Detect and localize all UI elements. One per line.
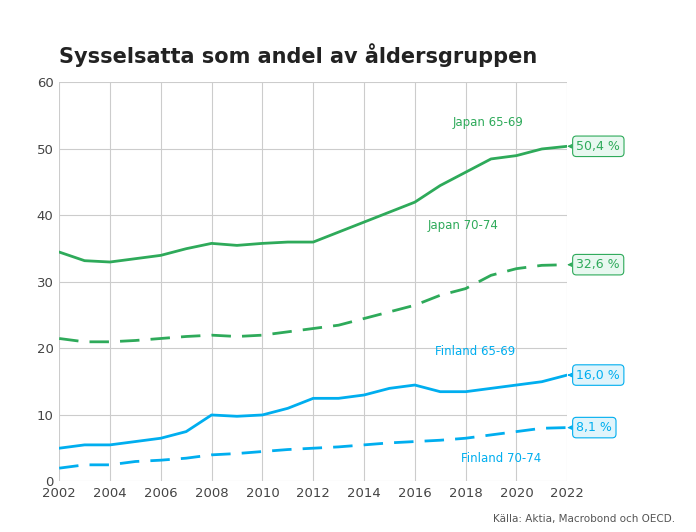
- Text: Finland 70-74: Finland 70-74: [461, 452, 541, 465]
- Text: Japan 70-74: Japan 70-74: [427, 219, 498, 232]
- Text: Japan 65-69: Japan 65-69: [453, 116, 524, 129]
- Text: Sysselsatta som andel av åldersgruppen: Sysselsatta som andel av åldersgruppen: [59, 43, 537, 67]
- Text: 50,4 %: 50,4 %: [569, 140, 620, 153]
- Text: 8,1 %: 8,1 %: [569, 421, 612, 434]
- Text: 16,0 %: 16,0 %: [569, 369, 620, 381]
- Text: Finland 65-69: Finland 65-69: [435, 345, 516, 359]
- Text: 32,6 %: 32,6 %: [569, 258, 620, 271]
- Text: Källa: Aktia, Macrobond och OECD.: Källa: Aktia, Macrobond och OECD.: [493, 514, 675, 524]
